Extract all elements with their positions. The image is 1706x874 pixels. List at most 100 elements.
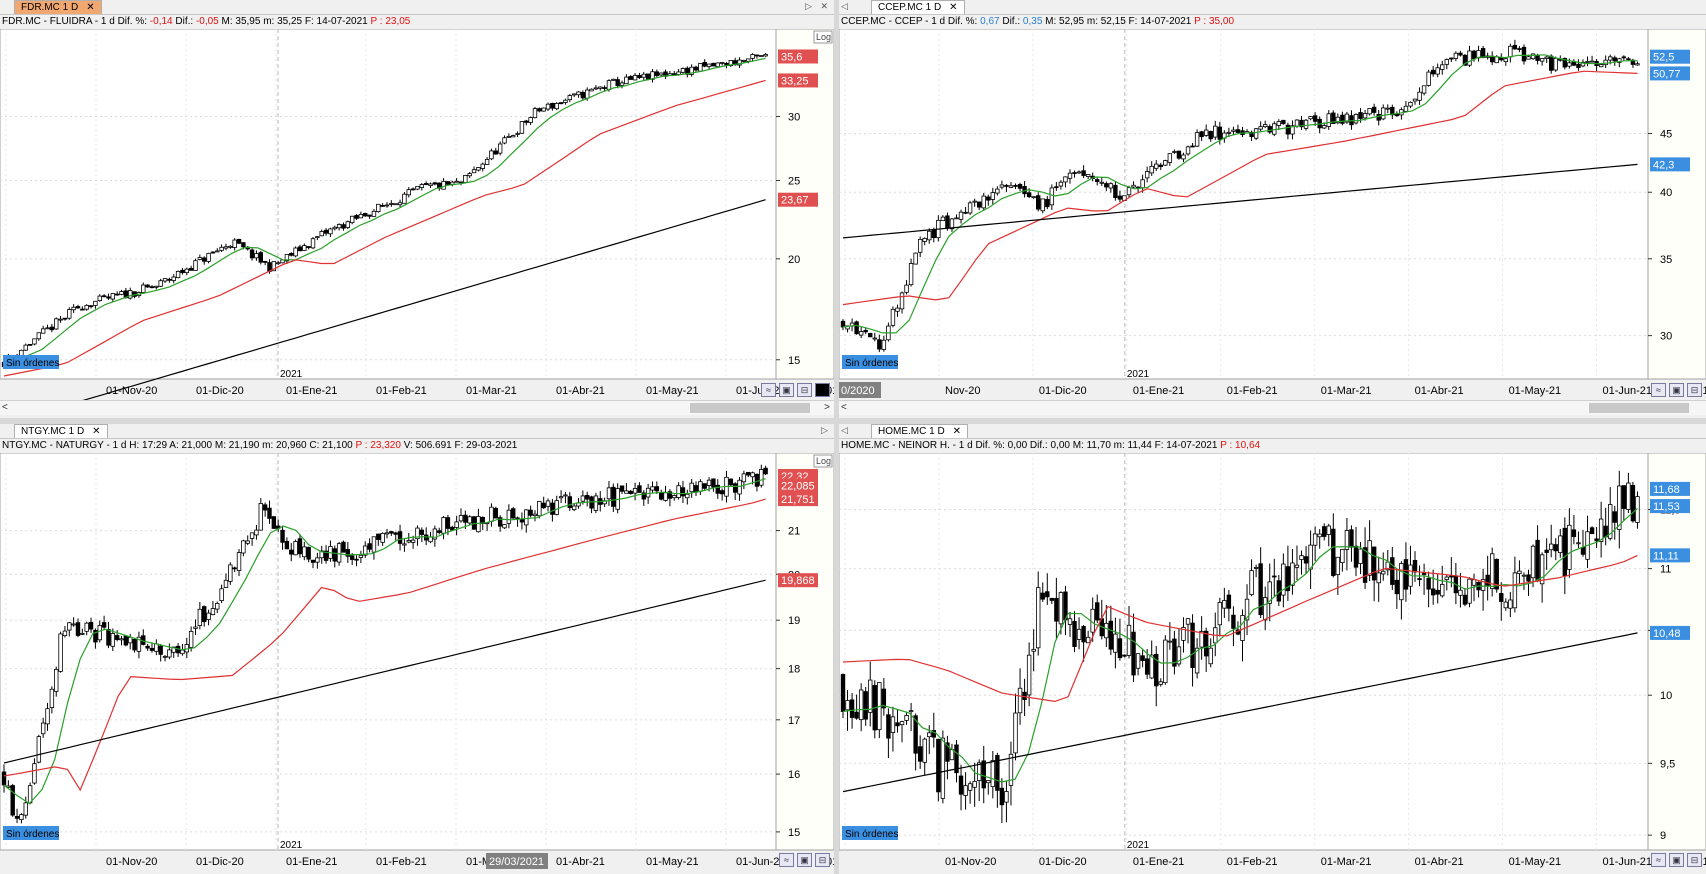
candle-body [437,530,442,533]
close-icon[interactable]: ✕ [952,426,962,437]
scroll-thumb[interactable] [690,403,810,413]
candle-body [750,54,755,59]
candlestick-chart[interactable]: 15 16 17 18 19 2021 01-Nov-20 01-Dic-20 01-Ene-2… [0,453,834,874]
candlestick-chart[interactable]: 30 35 40 45 Nov-20 01-Dic-20 01-Ene-21 01-Feb-2… [839,29,1706,403]
candle-body [114,293,120,296]
tab-scroll-left-icon[interactable]: ◁ [841,425,848,435]
close-icon[interactable]: ✕ [92,426,101,437]
y-tick-label: 10 [1660,690,1672,702]
close-icon[interactable]: ✕ [949,2,958,13]
horizontal-scrollbar[interactable]: < > [0,400,834,415]
candle-body [267,507,272,519]
candle-body [262,260,268,263]
candle-body [931,730,936,738]
x-tick-label: Nov-20 [945,385,980,397]
candle-body [345,221,351,228]
candle-body [1072,172,1077,174]
candle-body [571,505,577,511]
save-icon[interactable]: ▣ [797,853,812,867]
candle-body [1149,654,1154,679]
tab-label: CCEP.MC 1 D [878,2,942,13]
candle-body [1154,163,1159,169]
candle-body [380,532,385,543]
candle-body [632,74,638,81]
candle-body [1462,594,1468,605]
close-panel-icon[interactable]: ✕ [820,1,828,11]
horizontal-splitter[interactable] [0,418,1706,424]
save-icon[interactable]: ▣ [1669,383,1684,397]
candle-body [854,711,859,719]
candle-body [136,636,142,652]
zoom-icon[interactable]: ≈ [1651,853,1666,867]
candle-body [119,638,124,641]
candlestick-chart[interactable]: 99,51010,51111,501-Nov-2001-Dic-2001-Ene… [839,453,1706,874]
candle-body [976,762,982,781]
candle-body [493,507,499,519]
candle-body [931,229,936,238]
candle-body [940,737,946,799]
save-icon[interactable]: ▣ [779,383,794,397]
candle-body [1417,91,1422,101]
candle-body [972,200,977,203]
candle-body [1036,195,1041,210]
tab-home[interactable]: HOME.MC 1 D ✕ [871,424,969,438]
horizontal-scrollbar[interactable]: < [839,400,1706,415]
candle-body [441,517,446,534]
split-icon[interactable]: ⊟ [1687,383,1702,397]
candle-body [171,646,176,653]
x-tick-label: 01-Dic-20 [196,385,244,397]
x-tick-label: 01-Nov-20 [945,856,996,868]
candle-body [1072,621,1077,647]
split-icon[interactable]: ⊟ [797,383,812,397]
zoom-icon[interactable]: ≈ [779,853,794,867]
scroll-thumb[interactable] [1589,403,1689,413]
candle-body [1508,599,1513,609]
plot-area [0,453,777,851]
candle-body [1036,587,1041,649]
candle-body [484,159,490,165]
cursor-date-box [839,382,881,398]
quote-info-bar: NTGY.MC - NATURGY - 1 d H: 17:29 A: 21,0… [0,439,834,452]
candle-body [1499,593,1504,602]
candle-body [1317,533,1322,538]
candle-body [940,216,946,222]
log-toggle [813,454,833,468]
tab-ntgy[interactable]: NTGY.MC 1 D ✕ [14,424,108,438]
x-tick-label: 01-Abr-21 [556,385,605,397]
candle-body [676,71,681,75]
candlestick-chart[interactable]: 15 20 25 30 01-Nov-20 01-Dic-20 01-Ene-21 01-Fe… [0,29,834,403]
split-icon[interactable]: ⊟ [1687,853,1702,867]
candle-body [1076,171,1082,174]
tab-ccep[interactable]: CCEP.MC 1 D ✕ [871,0,965,14]
candle-body [1140,655,1145,661]
candle-body [310,559,316,563]
vertical-splitter[interactable] [834,0,839,874]
candle-body [945,742,950,762]
candle-body [1294,119,1300,127]
zoom-icon[interactable]: ≈ [761,383,776,397]
price-label: 21,751 [781,494,815,506]
candle-body [1549,55,1554,71]
candle-body [576,91,581,96]
tab-scroll-right-icon[interactable]: ▷ [805,1,812,11]
close-icon[interactable]: ✕ [86,2,95,13]
save-icon[interactable]: ▣ [1669,853,1684,867]
scroll-left-icon[interactable]: < [841,402,847,413]
candle-body [1322,526,1327,537]
year-label: 2021 [1127,840,1150,851]
candle-body [663,492,668,501]
y-tick-label: 35 [1660,254,1672,266]
candle-body [67,309,72,319]
candle-body [167,278,172,281]
tab-fdr[interactable]: FDR.MC 1 D ✕ [14,0,102,14]
tab-scroll-right-icon[interactable]: ▷ [821,425,828,435]
zoom-icon[interactable]: ≈ [1651,383,1666,397]
candle-body [1576,63,1581,69]
scroll-right-icon[interactable]: > [824,402,830,413]
tab-scroll-left-icon[interactable]: ◁ [841,1,848,11]
tab-bar: FDR.MC 1 D ✕ ▷ ✕ [0,0,834,15]
color-box-icon[interactable] [815,383,830,397]
candle-body [1449,575,1454,578]
split-icon[interactable]: ⊟ [815,853,830,867]
scroll-left-icon[interactable]: < [2,402,8,413]
